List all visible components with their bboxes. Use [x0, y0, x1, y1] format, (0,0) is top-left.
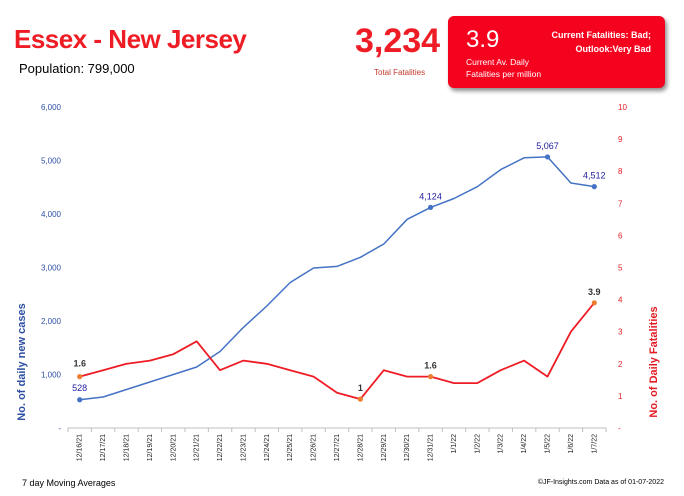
cases-data-label: 4,124 — [419, 191, 442, 201]
total-fatalities-label: Total Fatalities — [374, 68, 426, 77]
x-tick-label: 12/16/21 — [77, 434, 84, 461]
chart-lines — [79, 156, 595, 401]
y-tick-label-left: 3,000 — [41, 264, 62, 273]
y-tick-label-left: 4,000 — [41, 210, 62, 219]
fatalities-line — [79, 302, 595, 401]
cases-data-label: 528 — [72, 383, 87, 393]
x-tick-label: 12/27/21 — [334, 434, 341, 461]
x-tick-label: 12/23/21 — [240, 434, 247, 461]
x-tick-label: 12/25/21 — [287, 434, 294, 461]
fatalities-data-label: 3.9 — [588, 287, 601, 297]
status-line-2: Outlook:Very Bad — [575, 44, 651, 54]
y-tick-label-right: 3 — [618, 328, 623, 337]
y-tick-label-left: 1,000 — [41, 371, 62, 380]
y-tick-label-right: 2 — [618, 360, 623, 369]
x-tick-label: 12/24/21 — [264, 434, 271, 461]
cases-data-label: 4,512 — [583, 171, 606, 181]
x-tick-label: 1/2/22 — [474, 434, 481, 454]
fatalities-point — [427, 374, 434, 380]
x-tick-label: 1/3/22 — [498, 434, 505, 454]
current-avg-label-line2: Fatalities per million — [466, 69, 542, 79]
fatalities-point — [77, 374, 83, 380]
y-tick-label-right: 1 — [618, 392, 623, 401]
y-tick-label-right: 4 — [618, 296, 623, 305]
x-tick-label: 12/20/21 — [170, 434, 177, 461]
y-tick-label-right: 8 — [618, 167, 623, 176]
chart-axes: 12/16/21 12/17/21 12/18/21 12/19/21 12/20/21… — [41, 103, 627, 461]
y-tick-label-right: 5 — [618, 264, 623, 273]
y-tick-label-right: 7 — [618, 199, 623, 208]
fatalities-data-label: 1.6 — [424, 361, 437, 371]
chart-marks: 528 4,124 5,067 4,512 1.6 1 1.6 3.9 — [72, 141, 606, 403]
current-avg-label: Current Av. Daily Fatalities per million — [466, 56, 576, 80]
status-line-1: Current Fatalities: Bad; — [551, 30, 651, 40]
y-axis-label-left: No. of daily new cases — [16, 303, 28, 420]
x-tick-label: 12/31/21 — [428, 434, 435, 461]
x-tick-label: 1/7/22 — [591, 434, 598, 454]
current-avg-value: 3.9 — [466, 26, 500, 53]
y-tick-label-right: 9 — [618, 135, 623, 144]
cases-point — [544, 154, 551, 160]
x-tick-label: 12/21/21 — [194, 434, 201, 461]
fatalities-data-label: 1.6 — [73, 359, 86, 369]
x-tick-label: 12/26/21 — [311, 434, 318, 461]
status-text: Current Fatalities: Bad; Outlook:Very Ba… — [551, 28, 651, 56]
y-tick-label-left: - — [58, 424, 61, 433]
y-axis-label-right: No. of Daily Fatalities — [648, 306, 660, 417]
population-label: Population: 799,000 — [19, 61, 135, 76]
footer-source: ©JF-Insights.com Data as of 01-07-2022 — [537, 479, 664, 486]
x-tick-label: 12/22/21 — [217, 434, 224, 461]
y-tick-label-left: 2,000 — [41, 317, 62, 326]
x-tick-label: 1/6/22 — [568, 434, 575, 454]
x-tick-label: 12/29/21 — [381, 434, 388, 461]
total-fatalities-value: 3,234 — [355, 22, 441, 60]
current-avg-label-line1: Current Av. Daily — [466, 57, 529, 67]
fatalities-point — [357, 396, 363, 402]
cases-point — [77, 397, 83, 403]
cases-data-label: 5,067 — [536, 141, 559, 151]
cases-line — [79, 156, 595, 401]
x-tick-label: 12/19/21 — [147, 434, 154, 461]
y-tick-label-right: - — [618, 424, 621, 433]
x-tick-label: 1/1/22 — [451, 434, 458, 454]
y-tick-label-right: 10 — [618, 103, 627, 112]
x-tick-label: 12/17/21 — [100, 434, 107, 461]
fatalities-point — [591, 300, 597, 306]
x-tick-label: 12/28/21 — [357, 434, 364, 461]
chart-title: Essex - New Jersey — [14, 24, 247, 54]
x-tick-label: 1/5/22 — [545, 434, 552, 454]
x-tick-label: 1/4/22 — [521, 434, 528, 454]
x-tick-label: 12/18/21 — [123, 434, 130, 461]
cases-point — [591, 184, 597, 190]
y-tick-label-left: 6,000 — [41, 103, 62, 112]
cases-point — [427, 204, 434, 210]
x-tick-label: 12/30/21 — [404, 434, 411, 461]
footer-note: 7 day Moving Averages — [22, 478, 116, 488]
y-tick-label-right: 6 — [618, 231, 623, 240]
current-status-box: 3.9 Current Av. Daily Fatalities per mil… — [448, 16, 665, 88]
y-tick-label-left: 5,000 — [41, 157, 62, 166]
fatalities-data-label: 1 — [358, 383, 363, 393]
